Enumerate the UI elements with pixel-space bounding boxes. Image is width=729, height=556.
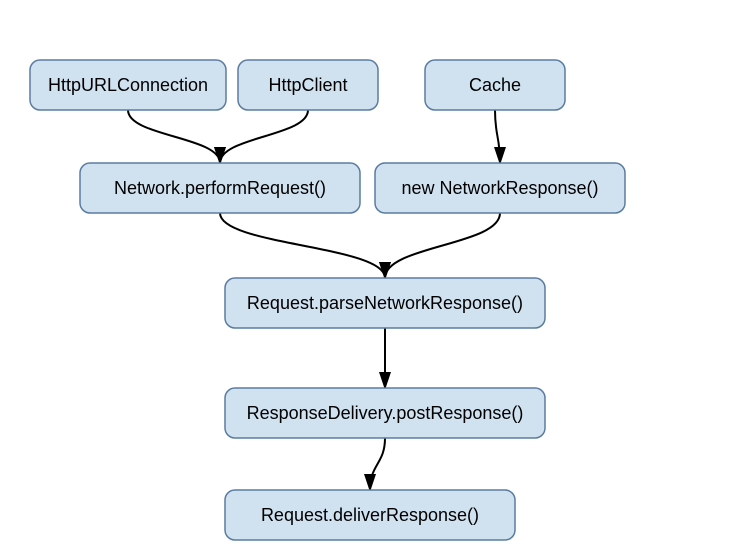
node-label-cache: Cache	[469, 75, 521, 95]
node-label-parse: Request.parseNetworkResponse()	[247, 293, 523, 313]
node-cache: Cache	[425, 60, 565, 110]
node-httpurlconnection: HttpURLConnection	[30, 60, 226, 110]
edge-httpurlconnection-to-performrequest	[128, 110, 220, 163]
node-label-postresponse: ResponseDelivery.postResponse()	[247, 403, 524, 423]
edge-performrequest-to-parse	[220, 213, 385, 278]
node-label-httpclient: HttpClient	[268, 75, 347, 95]
node-httpclient: HttpClient	[238, 60, 378, 110]
node-deliver: Request.deliverResponse()	[225, 490, 515, 540]
node-networkresponse: new NetworkResponse()	[375, 163, 625, 213]
node-label-performrequest: Network.performRequest()	[114, 178, 326, 198]
edge-networkresponse-to-parse	[385, 213, 500, 278]
node-label-deliver: Request.deliverResponse()	[261, 505, 479, 525]
edge-cache-to-networkresponse	[495, 110, 500, 163]
node-performrequest: Network.performRequest()	[80, 163, 360, 213]
flowchart-canvas: HttpURLConnection HttpClient Cache Network.…	[0, 0, 729, 556]
edge-postresponse-to-deliver	[370, 438, 385, 490]
node-parse: Request.parseNetworkResponse()	[225, 278, 545, 328]
node-label-httpurlconnection: HttpURLConnection	[48, 75, 208, 95]
node-postresponse: ResponseDelivery.postResponse()	[225, 388, 545, 438]
node-label-networkresponse: new NetworkResponse()	[401, 178, 598, 198]
edge-httpclient-to-performrequest	[220, 110, 308, 163]
